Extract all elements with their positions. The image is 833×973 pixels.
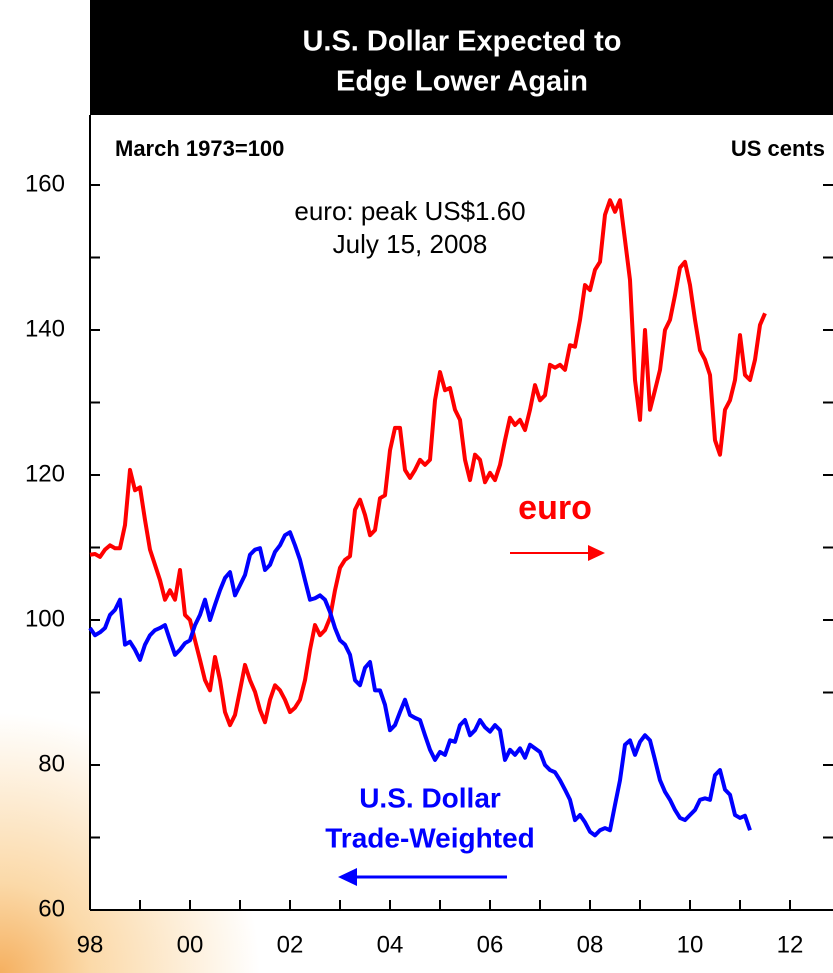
y-tick-label: 140 (25, 315, 65, 342)
y-tick-label: 60 (38, 895, 65, 922)
series-line (89, 198, 767, 728)
chart-title: U.S. Dollar Expected to (302, 26, 621, 58)
series-line (88, 530, 752, 838)
x-tick-label: 08 (577, 931, 604, 958)
y-tick-label: 80 (38, 750, 65, 777)
x-tick-label: 98 (77, 931, 104, 958)
x-tick-label: 04 (377, 931, 404, 958)
x-tick-label: 02 (277, 931, 304, 958)
annotation: July 15, 2008 (333, 229, 488, 259)
chart-title: Edge Lower Again (336, 66, 588, 98)
y-axis-label: March 1973=100 (115, 136, 284, 161)
title-box (90, 0, 833, 115)
y-tick-label: 100 (25, 605, 65, 632)
x-tick-label: 00 (177, 931, 204, 958)
x-tick-label: 10 (677, 931, 704, 958)
y-tick-label: 160 (25, 170, 65, 197)
x-tick-label: 12 (777, 931, 804, 958)
series-label: U.S. Dollar (359, 782, 501, 813)
plot-area (90, 115, 833, 910)
y2-axis-label: US cents (731, 136, 825, 161)
series-label: euro (518, 489, 592, 527)
y-tick-label: 120 (25, 460, 65, 487)
series-label: Trade-Weighted (325, 822, 535, 853)
annotation: euro: peak US$1.60 (294, 196, 525, 226)
arrow-head (338, 868, 357, 886)
arrow-head (588, 545, 605, 561)
x-tick-label: 06 (477, 931, 504, 958)
